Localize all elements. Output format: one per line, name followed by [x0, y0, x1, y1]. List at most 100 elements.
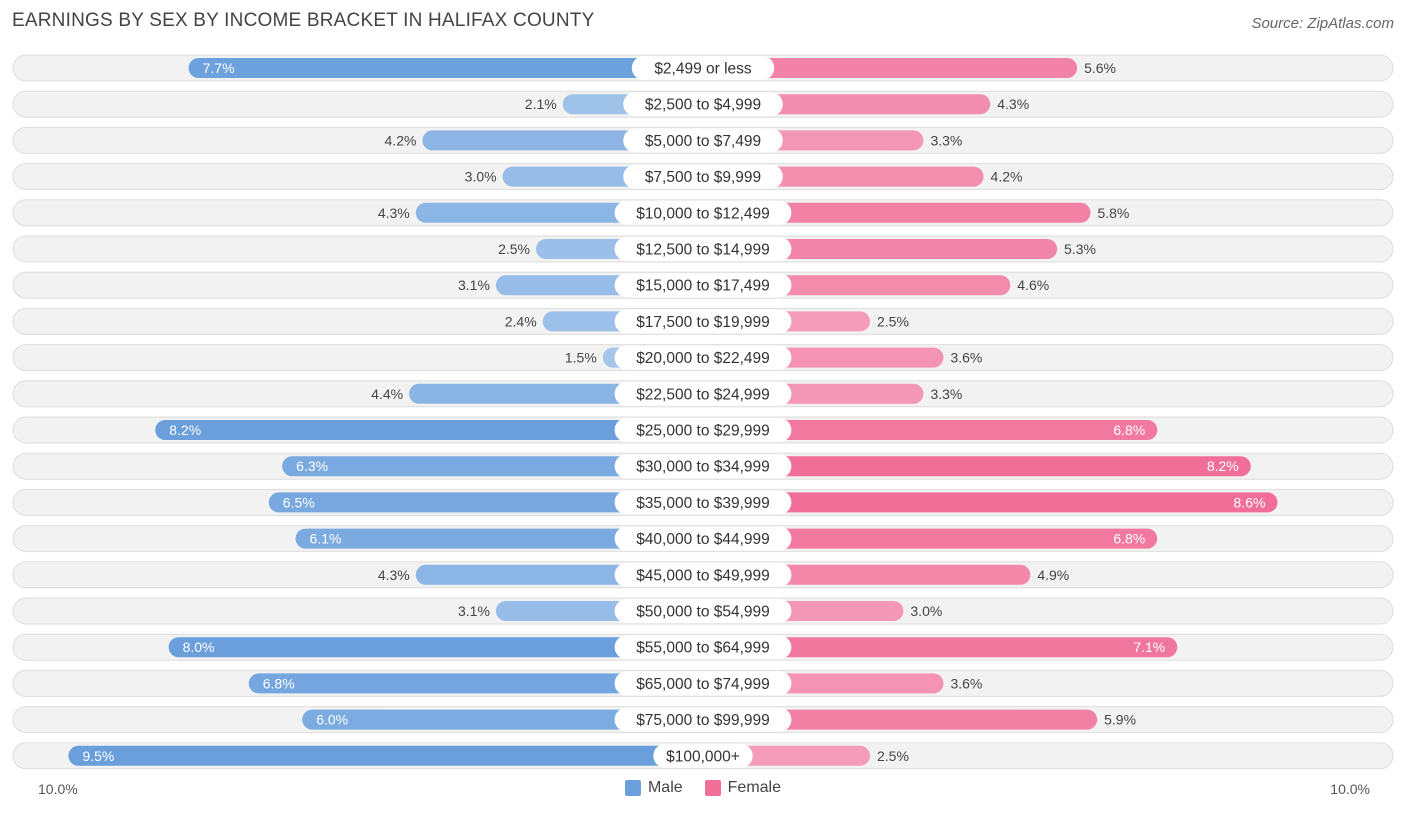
male-value-label: 7.7% — [203, 60, 235, 76]
source-label: Source: ZipAtlas.com — [1251, 15, 1394, 32]
male-value-label: 6.0% — [316, 712, 348, 728]
male-bar — [295, 528, 703, 549]
category-label: $15,000 to $17,499 — [636, 278, 770, 295]
male-value-label: 3.0% — [465, 169, 497, 185]
category-label: $100,000+ — [666, 748, 740, 765]
male-bar — [248, 673, 703, 694]
male-bar — [68, 745, 703, 766]
female-value-label: 5.8% — [1097, 205, 1129, 221]
legend-label-male: Male — [647, 779, 683, 796]
category-label-bg — [614, 454, 792, 479]
category-label: $50,000 to $54,999 — [636, 604, 770, 621]
female-value-label: 6.8% — [1113, 422, 1145, 438]
chart-row: $100,000+ 9.5% 2.5% — [12, 742, 1394, 770]
female-value-label: 3.6% — [950, 675, 982, 691]
chart-row: $17,500 to $19,999 2.4% 2.5% — [12, 307, 1394, 335]
category-label-bg — [614, 707, 792, 732]
legend-item-female[interactable]: Female — [704, 779, 782, 797]
category-label-bg — [614, 381, 792, 406]
male-value-label: 4.2% — [385, 132, 417, 148]
category-label: $75,000 to $99,999 — [636, 712, 770, 729]
male-value-label: 4.4% — [371, 386, 403, 402]
chart-row: $30,000 to $34,999 6.3% 8.2% — [12, 452, 1394, 480]
chart-row: $75,000 to $99,999 6.0% 5.9% — [12, 706, 1394, 734]
female-bar — [703, 420, 1158, 440]
chart-row: $5,000 to $7,499 4.2% 3.3% — [12, 126, 1394, 154]
male-bar — [168, 637, 704, 658]
category-label-bg — [653, 743, 753, 768]
category-label-bg — [623, 128, 783, 153]
category-label-bg — [614, 562, 792, 587]
category-label: $55,000 to $64,999 — [636, 640, 770, 657]
legend-swatch-female — [704, 780, 721, 796]
female-value-label: 5.3% — [1064, 241, 1096, 257]
legend: Male Female — [0, 779, 1406, 797]
chart-title: EARNINGS BY SEX BY INCOME BRACKET IN HAL… — [12, 10, 595, 31]
category-label: $17,500 to $19,999 — [636, 314, 770, 331]
chart-row: $45,000 to $49,999 4.3% 4.9% — [12, 561, 1394, 589]
category-label-bg — [614, 309, 792, 334]
female-value-label: 3.0% — [910, 603, 942, 619]
male-bar — [282, 456, 703, 477]
category-label-bg — [623, 164, 783, 189]
axis-right-label: 10.0% — [1330, 781, 1370, 797]
axis-left-label: 10.0% — [38, 781, 78, 797]
female-value-label: 2.5% — [877, 313, 909, 329]
category-label-bg — [614, 273, 792, 298]
male-value-label: 9.5% — [82, 748, 114, 764]
chart-row: $22,500 to $24,999 4.4% 3.3% — [12, 380, 1394, 408]
category-label: $2,500 to $4,999 — [645, 97, 761, 114]
male-value-label: 6.1% — [310, 531, 342, 547]
female-bar — [703, 239, 1058, 259]
male-value-label: 8.0% — [183, 639, 215, 655]
male-value-label: 6.8% — [263, 675, 295, 691]
male-value-label: 4.3% — [378, 205, 410, 221]
female-value-label: 4.6% — [1017, 277, 1049, 293]
female-value-label: 8.6% — [1234, 494, 1266, 510]
category-label: $2,499 or less — [654, 61, 752, 78]
female-bar — [703, 709, 1098, 730]
male-bar — [155, 420, 704, 440]
category-label: $20,000 to $22,499 — [636, 350, 770, 367]
chart-row: $50,000 to $54,999 3.1% 3.0% — [12, 597, 1394, 625]
female-bar — [703, 456, 1251, 477]
female-value-label: 5.9% — [1104, 712, 1136, 728]
female-bar — [703, 58, 1078, 78]
female-value-label: 7.1% — [1133, 639, 1165, 655]
legend-swatch-male — [624, 780, 641, 796]
category-label: $7,500 to $9,999 — [645, 169, 761, 186]
male-bar — [188, 58, 703, 78]
category-label-bg — [614, 635, 792, 660]
male-value-label: 6.5% — [283, 494, 315, 510]
legend-item-male[interactable]: Male — [624, 779, 683, 797]
female-value-label: 4.9% — [1037, 567, 1069, 583]
category-label: $35,000 to $39,999 — [636, 495, 770, 512]
chart-row: $15,000 to $17,499 3.1% 4.6% — [12, 271, 1394, 299]
category-label-bg — [614, 345, 792, 370]
male-bar — [302, 709, 703, 730]
male-value-label: 6.3% — [296, 458, 328, 474]
female-bar — [703, 528, 1158, 549]
category-label-bg — [631, 56, 775, 80]
female-value-label: 3.3% — [930, 386, 962, 402]
male-value-label: 2.4% — [505, 313, 537, 329]
category-label: $5,000 to $7,499 — [645, 133, 761, 150]
chart-row: $65,000 to $74,999 6.8% 3.6% — [12, 669, 1394, 697]
category-label-bg — [614, 490, 792, 515]
female-bar — [703, 637, 1178, 658]
category-label: $45,000 to $49,999 — [636, 567, 770, 584]
category-label: $10,000 to $12,499 — [636, 205, 770, 222]
chart-row: $2,499 or less 7.7% 5.6% — [12, 54, 1394, 82]
female-value-label: 2.5% — [877, 748, 909, 764]
female-value-label: 8.2% — [1207, 458, 1239, 474]
male-value-label: 8.2% — [169, 422, 201, 438]
chart-row: $40,000 to $44,999 6.1% 6.8% — [12, 525, 1394, 553]
chart-row: $10,000 to $12,499 4.3% 5.8% — [12, 199, 1394, 227]
category-label: $25,000 to $29,999 — [636, 423, 770, 440]
male-value-label: 4.3% — [378, 567, 410, 583]
chart-row: $35,000 to $39,999 6.5% 8.6% — [12, 488, 1394, 516]
chart-row: $12,500 to $14,999 2.5% 5.3% — [12, 235, 1394, 263]
legend-label-female: Female — [727, 779, 782, 796]
female-value-label: 3.3% — [930, 132, 962, 148]
chart-row: $55,000 to $64,999 8.0% 7.1% — [12, 633, 1394, 661]
